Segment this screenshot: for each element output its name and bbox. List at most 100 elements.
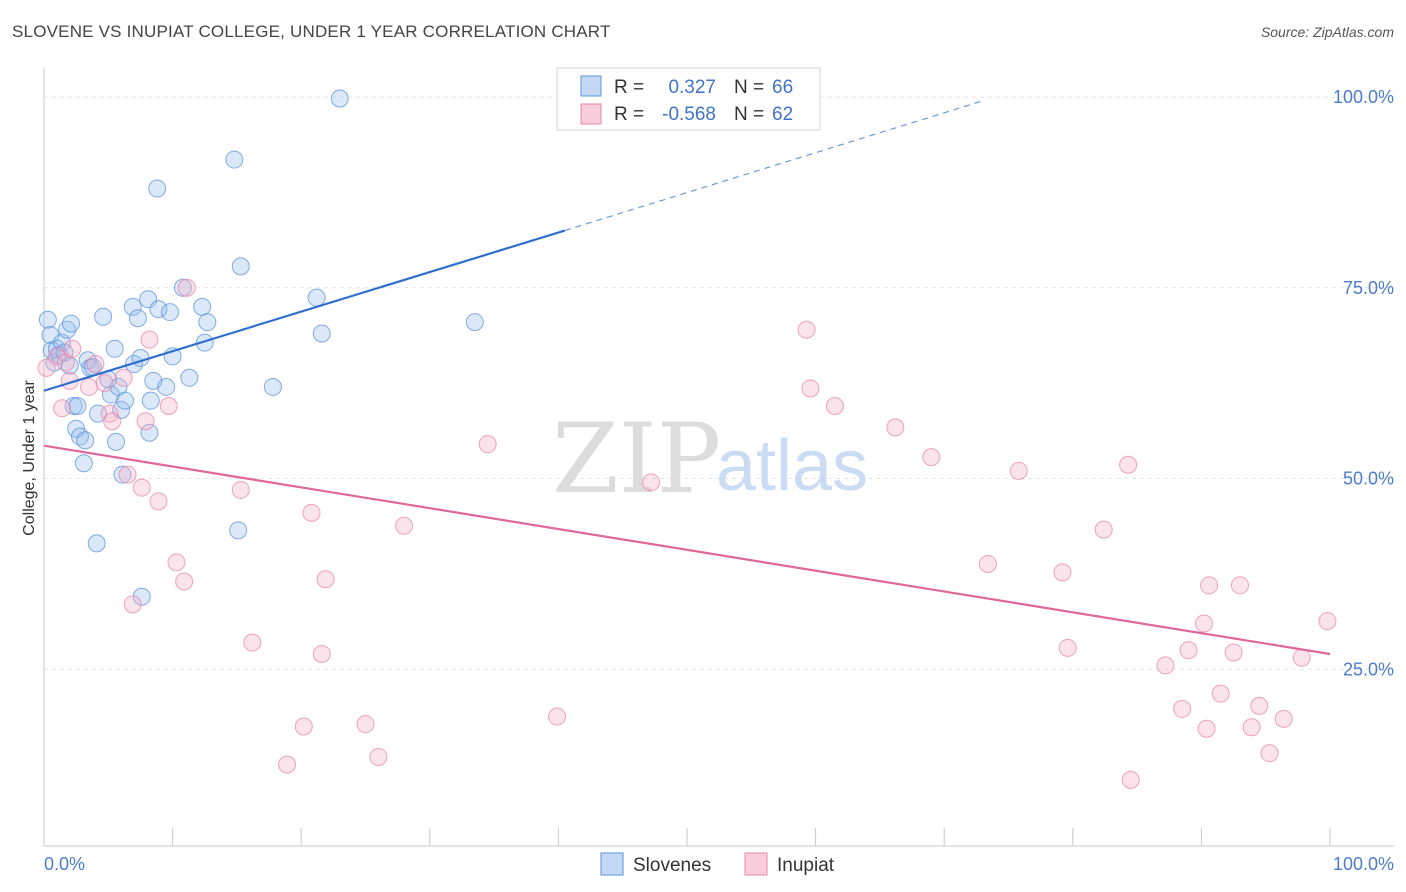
- y-axis-label: College, Under 1 year: [21, 380, 38, 536]
- bottom-legend-label-slovenes: Slovenes: [633, 855, 711, 876]
- chart-title: SLOVENE VS INUPIAT COLLEGE, UNDER 1 YEAR…: [12, 22, 611, 41]
- data-point-inupiat: [1224, 643, 1243, 662]
- data-point-inupiat: [86, 355, 105, 374]
- legend-n-label-inupiat: N =: [734, 104, 764, 125]
- data-point-inupiat: [132, 478, 151, 497]
- data-point-inupiat: [801, 379, 820, 398]
- y-tick-label: 100.0%: [1333, 87, 1394, 107]
- data-point-inupiat: [278, 755, 297, 774]
- legend-n-label-slovenes: N =: [734, 77, 764, 98]
- data-point-inupiat: [80, 377, 99, 396]
- data-point-slovenes: [132, 587, 151, 606]
- series-slovenes: [38, 89, 484, 606]
- legend-r-value-slovenes: 0.327: [668, 77, 716, 98]
- data-point-inupiat: [1053, 563, 1072, 582]
- y-tick-labels: 100.0% 75.0% 50.0% 25.0%: [1333, 87, 1394, 679]
- data-point-inupiat: [922, 448, 941, 467]
- data-point-inupiat: [1058, 638, 1077, 657]
- data-point-inupiat: [243, 633, 262, 652]
- data-point-slovenes: [195, 333, 214, 352]
- watermark-zip: ZIP: [552, 403, 721, 515]
- data-point-inupiat: [159, 397, 178, 416]
- legend-box: R = 0.327 N = 66 R = -0.568 N = 62: [556, 67, 821, 131]
- data-point-slovenes: [173, 278, 192, 297]
- trend-line-slovenes: [43, 229, 566, 392]
- trend-line-inupiat: [43, 444, 1331, 656]
- data-point-slovenes: [148, 179, 167, 198]
- data-point-slovenes: [198, 313, 217, 332]
- data-point-slovenes: [76, 431, 95, 450]
- y-tick-label: 25.0%: [1343, 659, 1394, 679]
- data-point-inupiat: [1119, 455, 1138, 474]
- data-point-slovenes: [229, 521, 248, 540]
- data-point-slovenes: [68, 397, 87, 416]
- y-tick-label: 75.0%: [1343, 278, 1394, 298]
- data-point-inupiat: [641, 473, 660, 492]
- x-tick-label-min: 0.0%: [44, 854, 85, 874]
- gridlines: [44, 96, 1394, 670]
- data-point-inupiat: [356, 715, 375, 734]
- data-point-inupiat: [1318, 612, 1337, 631]
- data-point-inupiat: [118, 465, 137, 484]
- data-point-inupiat: [95, 374, 114, 393]
- data-point-inupiat: [316, 570, 335, 589]
- data-point-inupiat: [1250, 696, 1269, 715]
- data-point-inupiat: [1274, 709, 1293, 728]
- data-point-inupiat: [1173, 699, 1192, 718]
- data-point-inupiat: [886, 418, 905, 437]
- series-inupiat: [37, 278, 1337, 789]
- data-point-inupiat: [175, 572, 194, 591]
- data-point-inupiat: [312, 644, 331, 663]
- data-point-inupiat: [140, 330, 159, 349]
- data-point-slovenes: [105, 339, 124, 358]
- data-point-slovenes: [465, 313, 484, 332]
- data-point-inupiat: [63, 339, 82, 358]
- data-point-inupiat: [302, 503, 321, 522]
- data-point-inupiat: [548, 707, 567, 726]
- data-point-slovenes: [62, 314, 81, 333]
- data-point-inupiat: [395, 516, 414, 535]
- legend-r-label-inupiat: R =: [614, 104, 644, 125]
- data-point-inupiat: [797, 320, 816, 339]
- legend-n-value-inupiat: 62: [772, 104, 793, 125]
- data-point-slovenes: [123, 297, 142, 316]
- watermark: ZIP atlas: [552, 403, 868, 515]
- x-tick-label-max: 100.0%: [1333, 854, 1394, 874]
- x-axis-ticks: [172, 828, 1331, 846]
- bottom-legend-label-inupiat: Inupiat: [777, 855, 835, 876]
- data-point-inupiat: [114, 368, 133, 387]
- data-point-slovenes: [263, 377, 282, 396]
- data-point-inupiat: [1211, 684, 1230, 703]
- data-point-slovenes: [141, 391, 160, 410]
- axes: [43, 68, 1394, 847]
- data-point-inupiat: [231, 480, 250, 499]
- data-point-slovenes: [312, 324, 331, 343]
- trend-line-slovenes-extension: [564, 100, 983, 232]
- legend-r-value-inupiat: -0.568: [662, 104, 716, 125]
- data-point-inupiat: [167, 553, 186, 572]
- data-point-slovenes: [225, 150, 244, 169]
- data-point-slovenes: [64, 397, 83, 416]
- data-point-inupiat: [136, 412, 155, 431]
- data-point-inupiat: [1194, 614, 1213, 633]
- data-point-inupiat: [1200, 576, 1219, 595]
- data-point-inupiat: [369, 747, 388, 766]
- y-tick-label: 50.0%: [1343, 469, 1394, 489]
- data-point-slovenes: [161, 303, 180, 322]
- data-point-inupiat: [1009, 461, 1028, 480]
- data-point-slovenes: [231, 257, 250, 276]
- data-point-inupiat: [1242, 718, 1261, 737]
- legend-swatch-inupiat: [580, 103, 602, 125]
- data-point-slovenes: [140, 423, 159, 442]
- data-point-slovenes: [307, 288, 326, 307]
- legend-swatch-slovenes: [580, 75, 602, 97]
- data-point-slovenes: [107, 432, 126, 451]
- data-point-slovenes: [74, 454, 93, 473]
- data-point-slovenes: [128, 309, 147, 328]
- bottom-legend-swatch-slovenes: [600, 852, 624, 876]
- bottom-legend-swatch-inupiat: [744, 852, 768, 876]
- bottom-legend: Slovenes Inupiat: [600, 852, 835, 876]
- data-point-inupiat: [47, 347, 66, 366]
- data-point-inupiat: [294, 717, 313, 736]
